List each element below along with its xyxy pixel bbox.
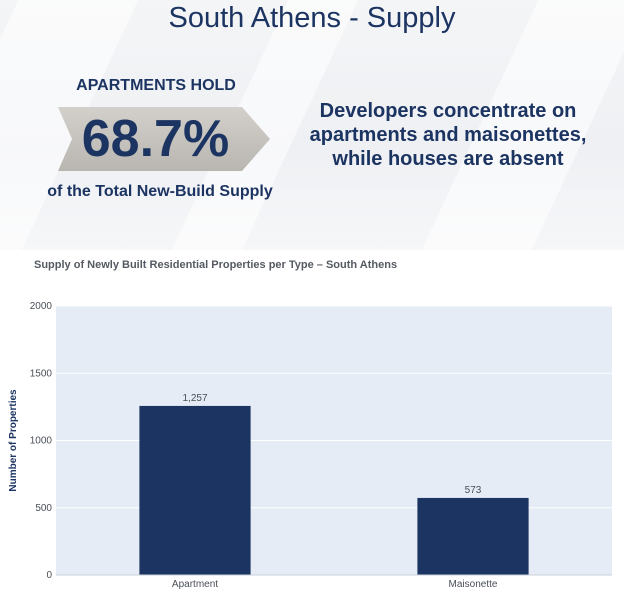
bar: [417, 497, 529, 575]
x-tick-label: Apartment: [172, 579, 218, 590]
key-message-line: Developers concentrate on: [319, 100, 577, 122]
y-tick-label: 1000: [30, 436, 53, 447]
kpi-arrow-shape: [58, 107, 270, 171]
y-tick-label: 2000: [30, 301, 53, 312]
y-axis-title: Number of Properties: [8, 389, 19, 492]
y-tick-label: 500: [35, 503, 52, 514]
chart-title: Supply of Newly Built Residential Proper…: [34, 259, 398, 271]
header-banner: South Athens - Supply APARTMENTS HOLD 68…: [0, 0, 624, 250]
key-message: Developers concentrate on apartments and…: [296, 99, 600, 171]
y-tick-label: 1500: [30, 368, 53, 379]
kpi-value: 68.7%: [81, 110, 230, 168]
bar: [139, 405, 251, 575]
key-message-line: while houses are absent: [332, 148, 564, 170]
y-tick-label: 0: [46, 570, 52, 581]
key-message-line: apartments and maisonettes,: [309, 124, 587, 146]
data-label: 573: [465, 485, 482, 496]
kpi-caption: of the Total New-Build Supply: [47, 183, 273, 200]
kpi-label: APARTMENTS HOLD: [76, 77, 236, 94]
x-tick-label: Maisonette: [449, 579, 498, 590]
bar-chart: 0 500 1000 1500 2000 1,257 Apartment 573 Maisone…: [8, 301, 612, 590]
page-title: South Athens - Supply: [168, 2, 456, 34]
data-label: 1,257: [182, 393, 207, 404]
